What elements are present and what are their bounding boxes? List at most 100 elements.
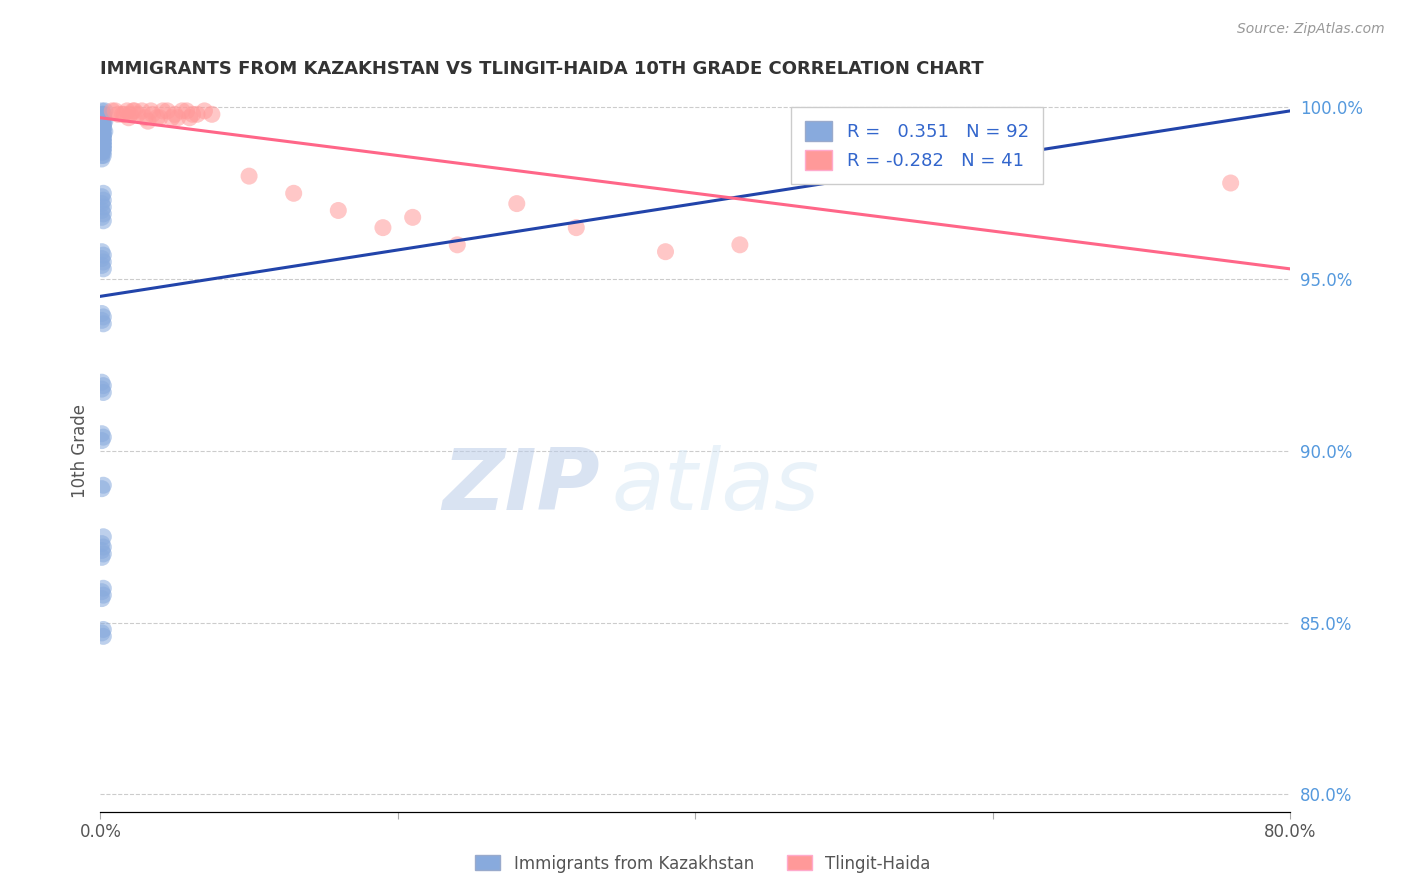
Point	[139, 103, 162, 118]
Point	[127, 107, 149, 121]
Point	[90, 244, 112, 259]
Point	[90, 190, 112, 204]
Point	[91, 131, 114, 145]
Point	[90, 121, 112, 136]
Point	[163, 107, 186, 121]
Point	[91, 310, 114, 324]
Text: atlas: atlas	[612, 445, 820, 528]
Point	[94, 103, 117, 118]
Point	[90, 114, 112, 128]
Point	[91, 530, 114, 544]
Point	[90, 128, 112, 142]
Point	[181, 107, 204, 121]
Point	[104, 103, 127, 118]
Point	[134, 111, 156, 125]
Point	[565, 220, 588, 235]
Point	[91, 118, 114, 132]
Point	[371, 220, 394, 235]
Point	[91, 111, 114, 125]
Point	[91, 107, 114, 121]
Point	[111, 107, 134, 121]
Point	[91, 629, 114, 643]
Point	[146, 111, 169, 125]
Point	[91, 540, 114, 554]
Point	[91, 317, 114, 331]
Point	[91, 478, 114, 492]
Point	[186, 107, 208, 121]
Point	[91, 248, 114, 262]
Point	[94, 124, 117, 138]
Point	[91, 107, 114, 121]
Y-axis label: 10th Grade: 10th Grade	[72, 404, 89, 498]
Point	[90, 103, 112, 118]
Point	[90, 111, 112, 125]
Point	[90, 138, 112, 153]
Point	[156, 103, 179, 118]
Point	[91, 547, 114, 561]
Point	[506, 196, 529, 211]
Point	[91, 588, 114, 602]
Point	[107, 107, 129, 121]
Point	[91, 121, 114, 136]
Point	[91, 135, 114, 149]
Point	[90, 152, 112, 166]
Point	[90, 543, 112, 558]
Point	[91, 124, 114, 138]
Point	[90, 131, 112, 145]
Point	[90, 382, 112, 396]
Point	[90, 313, 112, 327]
Point	[91, 111, 114, 125]
Point	[91, 385, 114, 400]
Point	[90, 118, 112, 132]
Point	[90, 252, 112, 266]
Point	[91, 261, 114, 276]
Point	[91, 581, 114, 595]
Point	[90, 135, 112, 149]
Point	[101, 103, 124, 118]
Point	[172, 103, 194, 118]
Point	[90, 584, 112, 599]
Text: IMMIGRANTS FROM KAZAKHSTAN VS TLINGIT-HAIDA 10TH GRADE CORRELATION CHART: IMMIGRANTS FROM KAZAKHSTAN VS TLINGIT-HA…	[100, 60, 984, 78]
Point	[90, 259, 112, 273]
Legend: R =   0.351   N = 92, R = -0.282   N = 41: R = 0.351 N = 92, R = -0.282 N = 41	[790, 106, 1043, 185]
Point	[90, 131, 112, 145]
Point	[91, 121, 114, 136]
Point	[90, 142, 112, 156]
Point	[131, 103, 153, 118]
Point	[91, 623, 114, 637]
Point	[149, 111, 172, 125]
Point	[238, 169, 260, 183]
Point	[122, 103, 145, 118]
Point	[90, 196, 112, 211]
Point	[91, 148, 114, 162]
Point	[91, 255, 114, 269]
Point	[193, 103, 215, 118]
Point	[124, 103, 146, 118]
Text: Source: ZipAtlas.com: Source: ZipAtlas.com	[1237, 22, 1385, 37]
Point	[1219, 176, 1241, 190]
Point	[654, 244, 676, 259]
Point	[90, 142, 112, 156]
Point	[90, 426, 112, 441]
Point	[402, 211, 425, 225]
Point	[90, 145, 112, 160]
Point	[91, 138, 114, 153]
Point	[120, 107, 142, 121]
Point	[91, 145, 114, 160]
Point	[117, 111, 139, 125]
Point	[91, 142, 114, 156]
Point	[91, 128, 114, 142]
Point	[90, 138, 112, 153]
Point	[91, 135, 114, 149]
Point	[91, 200, 114, 214]
Point	[201, 107, 224, 121]
Point	[90, 434, 112, 448]
Point	[90, 118, 112, 132]
Point	[166, 111, 188, 125]
Point	[90, 135, 112, 149]
Point	[90, 536, 112, 550]
Point	[141, 107, 163, 121]
Point	[446, 237, 468, 252]
Point	[90, 375, 112, 389]
Point	[90, 482, 112, 496]
